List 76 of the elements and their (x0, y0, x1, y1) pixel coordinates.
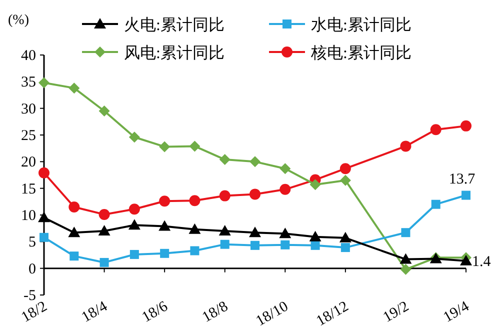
point (159, 196, 170, 207)
point (401, 228, 410, 238)
x-tick-label: 19/2 (380, 298, 412, 326)
point (100, 258, 109, 267)
point (280, 184, 291, 195)
point (431, 200, 440, 209)
point (68, 82, 80, 94)
x-tick-label: 18/12 (314, 298, 352, 329)
point (38, 167, 50, 178)
y-axis-title: (%) (8, 13, 30, 28)
y-tick-label: 20 (21, 154, 36, 171)
point (220, 240, 230, 249)
point (339, 232, 352, 242)
point (68, 226, 80, 238)
x-tick-label: 18/6 (139, 298, 171, 326)
y-tick-label: 25 (21, 128, 36, 144)
point (310, 240, 320, 250)
y-tick-label: 0 (28, 261, 36, 278)
point (250, 188, 260, 200)
x-tick-label: 19/4 (440, 298, 472, 326)
point (158, 220, 171, 231)
point (279, 228, 292, 238)
point (38, 77, 50, 88)
y-tick-label: 10 (21, 208, 36, 224)
point (219, 190, 230, 202)
point (219, 154, 230, 166)
point (189, 140, 200, 152)
legend-label: 水电:累计同比 (311, 16, 412, 34)
point (280, 163, 291, 174)
point (400, 140, 412, 152)
point (98, 225, 110, 236)
point (462, 190, 470, 200)
legend-label: 火电:累计同比 (124, 16, 224, 34)
point (188, 223, 201, 234)
y-tick-label: 40 (21, 48, 36, 64)
point (189, 195, 200, 206)
x-tick-label: 18/10 (254, 298, 292, 329)
point (40, 232, 48, 242)
point (128, 219, 140, 230)
point (190, 246, 200, 256)
point (38, 212, 50, 222)
point (340, 163, 351, 174)
y-tick-label: 35 (21, 74, 36, 91)
point (68, 202, 80, 212)
point (249, 226, 261, 238)
point (70, 252, 79, 261)
point (340, 174, 351, 186)
point (128, 132, 140, 143)
y-tick-label: -5 (24, 288, 36, 304)
x-tick-label: 18/8 (200, 298, 231, 326)
data-label: 13.7 (448, 171, 476, 188)
y-tick-label: 15 (21, 181, 36, 198)
point (460, 120, 472, 132)
point (98, 106, 110, 116)
legend-label: 风电:累计同比 (124, 44, 224, 62)
point (309, 230, 322, 242)
point (310, 179, 321, 190)
point (340, 243, 350, 252)
y-tick-label: 30 (21, 101, 36, 118)
point (218, 225, 231, 236)
point (159, 141, 170, 152)
legend-label: 核电:累计同比 (310, 44, 412, 62)
point (128, 204, 140, 215)
point (250, 156, 260, 168)
x-tick-label: 18/4 (79, 298, 111, 326)
data-label: 1.4 (472, 254, 492, 270)
point (400, 253, 412, 264)
point (280, 240, 290, 250)
point (460, 254, 472, 266)
point (430, 124, 442, 136)
point (130, 250, 139, 259)
point (160, 248, 170, 258)
y-tick-label: 5 (28, 234, 36, 251)
point (400, 264, 412, 275)
point (98, 208, 110, 220)
point (250, 240, 260, 250)
